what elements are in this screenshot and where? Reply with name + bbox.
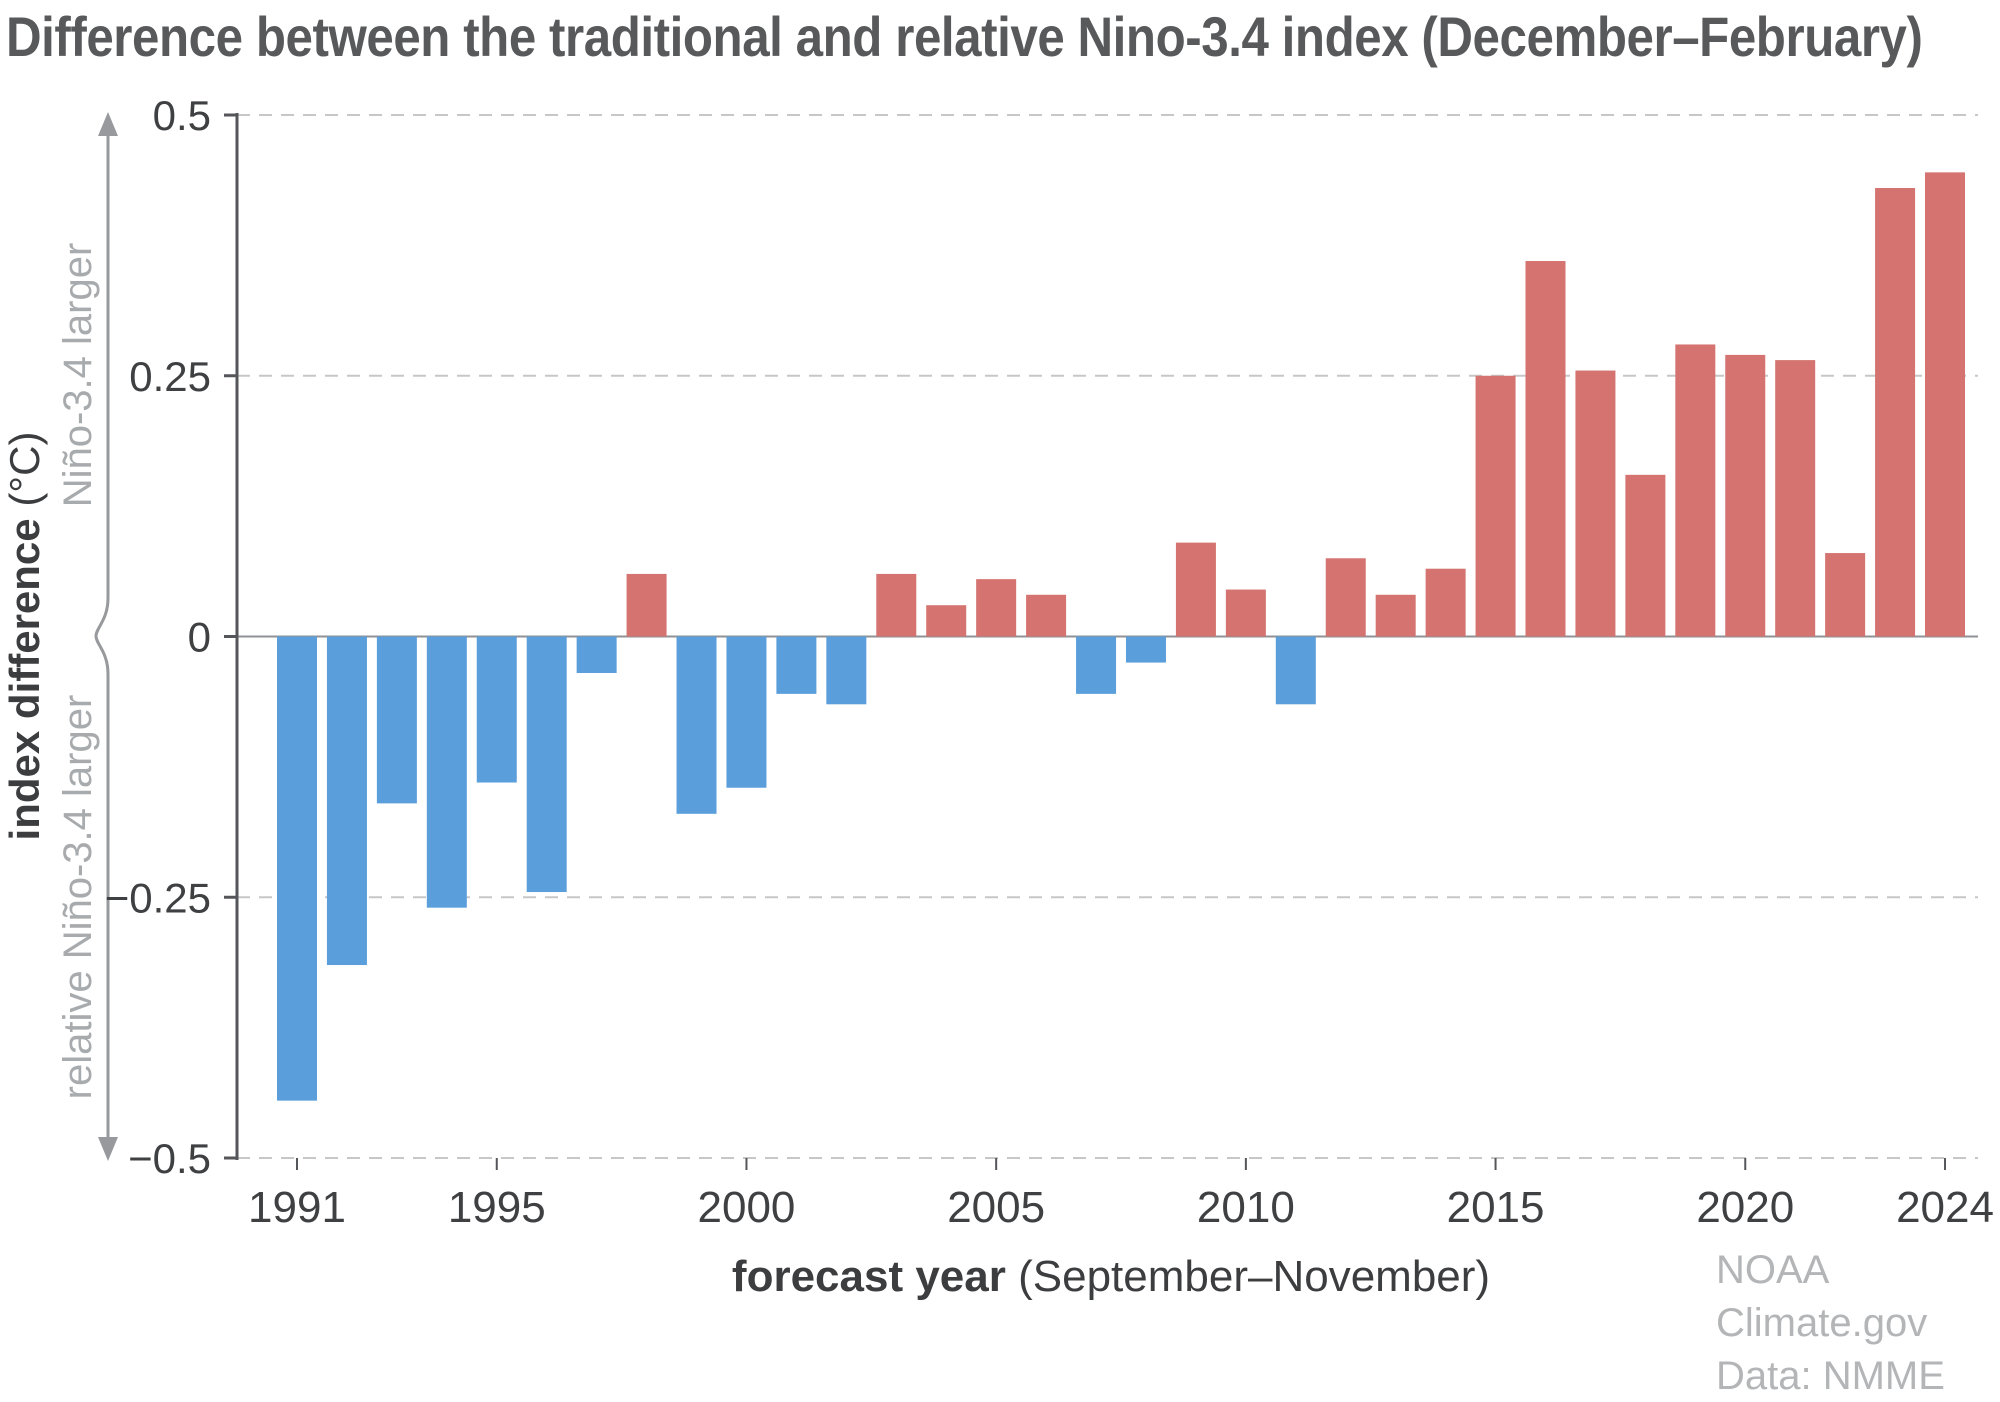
x-tick-label: 2020 bbox=[1696, 1183, 1794, 1232]
bar-1991 bbox=[277, 636, 317, 1101]
x-tick-label: 2024 bbox=[1896, 1183, 1994, 1232]
bar-2007 bbox=[1076, 636, 1117, 694]
axis-range-arrow bbox=[94, 112, 118, 1161]
bar-2012 bbox=[1325, 558, 1366, 637]
bar-2017 bbox=[1575, 370, 1616, 637]
bar-1999 bbox=[676, 636, 717, 814]
bar-2015 bbox=[1475, 375, 1516, 637]
x-tick-label: 2005 bbox=[947, 1183, 1045, 1232]
bar-1998 bbox=[626, 573, 667, 637]
bar-1993 bbox=[376, 636, 417, 804]
x-axis-title-detail: (September–November) bbox=[1005, 1252, 1491, 1301]
bar-2003 bbox=[876, 573, 917, 637]
bar-2022 bbox=[1825, 553, 1866, 637]
axis-range-arrow-line bbox=[94, 132, 110, 1141]
bar-2011 bbox=[1275, 636, 1316, 705]
x-axis-title: forecast year (September–November) bbox=[237, 1252, 1985, 1302]
x-tick-label: 1995 bbox=[448, 1183, 546, 1232]
bar-2010 bbox=[1225, 589, 1266, 637]
bar-2018 bbox=[1625, 474, 1666, 637]
chart-canvas: Difference between the traditional and r… bbox=[1, 5, 1994, 1398]
arrow-down-icon bbox=[98, 1137, 118, 1161]
x-tick-label: 1991 bbox=[248, 1183, 346, 1232]
bar-2013 bbox=[1375, 594, 1416, 637]
bar-chart-plot: 0.5 0.25 0 −0.25 −0.5 1991 1995 2000 2005 2010 201… bbox=[105, 92, 1994, 1232]
y-tick-label: 0.25 bbox=[129, 353, 211, 400]
attribution-data: Data: NMME bbox=[1716, 1353, 1945, 1398]
bar-2009 bbox=[1175, 542, 1216, 637]
bar-2008 bbox=[1125, 636, 1166, 663]
bar-2016 bbox=[1525, 261, 1566, 637]
bar-2024 bbox=[1925, 172, 1966, 637]
bar-2001 bbox=[776, 636, 817, 694]
bar-2006 bbox=[1026, 594, 1067, 637]
bar-2021 bbox=[1775, 360, 1816, 637]
bar-2014 bbox=[1425, 568, 1466, 637]
x-axis-title-main: forecast year bbox=[731, 1252, 1006, 1301]
bar-2023 bbox=[1875, 188, 1916, 637]
y-tick-label: −0.25 bbox=[105, 874, 211, 921]
x-tick-label: 2015 bbox=[1447, 1183, 1545, 1232]
y-tick-label: −0.5 bbox=[128, 1135, 211, 1182]
bar-2020 bbox=[1725, 354, 1766, 637]
bar-2005 bbox=[976, 579, 1017, 637]
y-tick-label: 0 bbox=[188, 614, 211, 661]
bar-1994 bbox=[426, 636, 467, 908]
bar-1997 bbox=[576, 636, 617, 674]
chart-title: Difference between the traditional and r… bbox=[6, 5, 1923, 68]
attribution-source: NOAA Climate.gov bbox=[1716, 1248, 1928, 1345]
bar-1992 bbox=[326, 636, 367, 966]
bar-2000 bbox=[726, 636, 767, 788]
attribution: NOAA Climate.gov Data: NMME bbox=[1716, 1244, 2000, 1402]
x-tick-label: 2000 bbox=[698, 1183, 796, 1232]
bar-1995 bbox=[476, 636, 517, 783]
x-tick-label: 2010 bbox=[1197, 1183, 1295, 1232]
arrow-up-icon bbox=[98, 112, 118, 136]
bar-2004 bbox=[926, 605, 967, 637]
bar-2002 bbox=[826, 636, 867, 705]
bar-2019 bbox=[1675, 344, 1716, 637]
bar-1996 bbox=[526, 636, 567, 893]
y-tick-label: 0.5 bbox=[153, 92, 211, 139]
